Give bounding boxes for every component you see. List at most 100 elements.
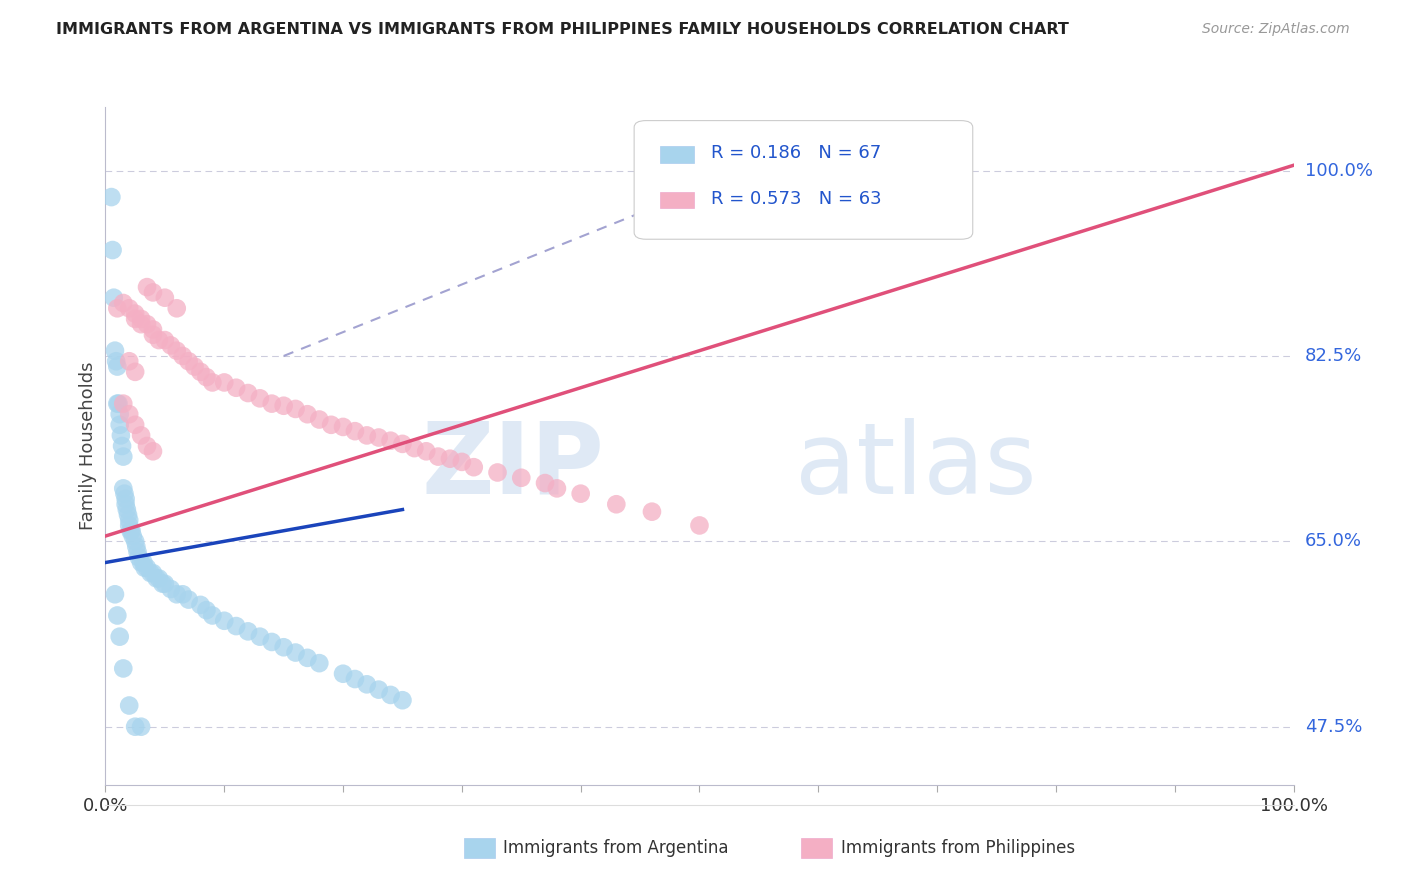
Point bbox=[391, 437, 413, 451]
Point bbox=[110, 428, 132, 442]
Text: atlas: atlas bbox=[794, 417, 1036, 515]
Text: 47.5%: 47.5% bbox=[1305, 718, 1362, 736]
Point bbox=[108, 407, 131, 421]
Point bbox=[115, 502, 138, 516]
Point bbox=[689, 518, 711, 533]
Text: Source: ZipAtlas.com: Source: ZipAtlas.com bbox=[1202, 22, 1350, 37]
Point bbox=[356, 428, 378, 442]
Point bbox=[124, 365, 146, 379]
Point bbox=[190, 365, 212, 379]
Point bbox=[139, 566, 162, 581]
Point bbox=[153, 291, 176, 305]
Point bbox=[112, 296, 135, 310]
Point bbox=[148, 571, 170, 585]
Point bbox=[132, 556, 155, 570]
Point bbox=[190, 598, 212, 612]
Point bbox=[214, 614, 236, 628]
Y-axis label: Family Households: Family Households bbox=[79, 362, 97, 530]
Point bbox=[166, 587, 188, 601]
Point bbox=[114, 491, 136, 506]
Point bbox=[105, 359, 128, 374]
FancyBboxPatch shape bbox=[634, 120, 973, 239]
Point bbox=[201, 608, 224, 623]
Point bbox=[105, 608, 128, 623]
Text: R = 0.186   N = 67: R = 0.186 N = 67 bbox=[711, 145, 882, 162]
Point bbox=[128, 550, 150, 565]
Point bbox=[118, 698, 141, 713]
Point bbox=[183, 359, 205, 374]
Point bbox=[121, 529, 143, 543]
Point bbox=[166, 343, 188, 358]
Point bbox=[152, 576, 174, 591]
Point bbox=[367, 431, 389, 445]
Point bbox=[260, 635, 283, 649]
Point bbox=[129, 312, 152, 326]
Point bbox=[273, 640, 295, 655]
Point bbox=[236, 386, 259, 401]
Point bbox=[105, 354, 128, 368]
Point bbox=[112, 482, 135, 496]
Point bbox=[129, 317, 152, 331]
Point bbox=[112, 450, 135, 464]
Point bbox=[114, 497, 136, 511]
Point bbox=[134, 561, 156, 575]
Point bbox=[108, 417, 131, 432]
Point bbox=[510, 471, 533, 485]
Point bbox=[124, 312, 146, 326]
Point bbox=[118, 354, 141, 368]
Point bbox=[124, 307, 146, 321]
Point bbox=[260, 396, 283, 410]
Text: 100.0%: 100.0% bbox=[1305, 161, 1372, 179]
Point bbox=[142, 322, 165, 336]
Point bbox=[172, 349, 194, 363]
Point bbox=[534, 476, 557, 491]
Point bbox=[177, 354, 200, 368]
Text: R = 0.573   N = 63: R = 0.573 N = 63 bbox=[711, 190, 882, 208]
Text: ZIP: ZIP bbox=[422, 417, 605, 515]
Point bbox=[356, 677, 378, 691]
Point bbox=[249, 630, 271, 644]
Point bbox=[297, 651, 319, 665]
Point bbox=[427, 450, 450, 464]
Point bbox=[129, 556, 152, 570]
Point bbox=[104, 343, 127, 358]
Point bbox=[439, 451, 461, 466]
Point bbox=[284, 401, 307, 416]
Point bbox=[112, 661, 135, 675]
Point bbox=[111, 439, 134, 453]
Point bbox=[136, 439, 159, 453]
Bar bbox=[661, 146, 693, 162]
Bar bbox=[661, 192, 693, 208]
Point bbox=[136, 317, 159, 331]
Point bbox=[125, 540, 148, 554]
Text: IMMIGRANTS FROM ARGENTINA VS IMMIGRANTS FROM PHILIPPINES FAMILY HOUSEHOLDS CORRE: IMMIGRANTS FROM ARGENTINA VS IMMIGRANTS … bbox=[56, 22, 1069, 37]
Text: 82.5%: 82.5% bbox=[1305, 347, 1362, 365]
Point bbox=[297, 407, 319, 421]
Point bbox=[195, 370, 218, 384]
Point bbox=[117, 508, 139, 522]
Point bbox=[114, 486, 136, 500]
Point bbox=[332, 666, 354, 681]
Point bbox=[214, 376, 236, 390]
Text: Immigrants from Argentina: Immigrants from Argentina bbox=[503, 839, 728, 857]
Point bbox=[142, 327, 165, 342]
Point bbox=[172, 587, 194, 601]
Point bbox=[463, 460, 485, 475]
Point bbox=[249, 392, 271, 406]
Point bbox=[321, 417, 343, 432]
Point bbox=[153, 333, 176, 347]
Point bbox=[450, 455, 472, 469]
Point bbox=[308, 656, 330, 670]
Point bbox=[120, 524, 142, 538]
Point bbox=[236, 624, 259, 639]
Point bbox=[118, 513, 141, 527]
Point bbox=[332, 420, 354, 434]
Point bbox=[107, 396, 129, 410]
Point bbox=[391, 693, 413, 707]
Point bbox=[104, 587, 127, 601]
Point bbox=[118, 301, 141, 316]
Point bbox=[105, 301, 128, 316]
Point bbox=[142, 285, 165, 300]
Point bbox=[284, 646, 307, 660]
Point bbox=[129, 720, 152, 734]
